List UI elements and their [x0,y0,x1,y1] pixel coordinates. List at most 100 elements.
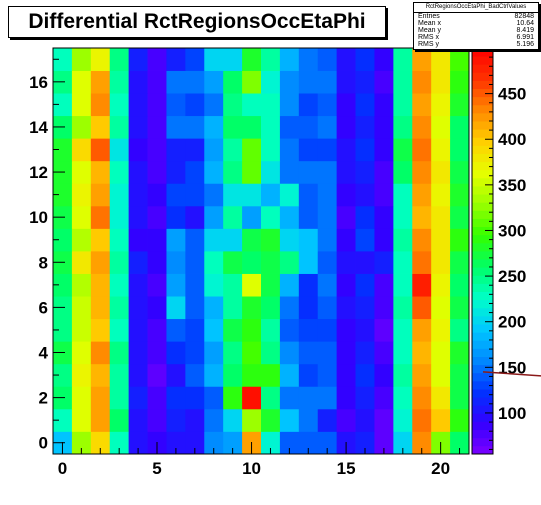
heatmap-cell [242,341,262,365]
stats-label: Mean y [418,27,441,34]
palette-band [472,291,493,301]
palette-band [472,80,493,89]
heatmap-cell [450,431,470,455]
heatmap-cell [412,318,432,342]
heatmap-cell [336,138,356,162]
heatmap-cell [53,48,73,71]
palette-band [472,332,493,341]
heatmap-cell [374,386,394,410]
heatmap-cell [317,296,338,320]
heatmap-cell [336,318,356,342]
stats-label: Mean x [418,20,441,27]
heatmap-cell [90,251,111,274]
heatmap-cell [355,183,375,207]
heatmap-cell [317,408,338,432]
heatmap-cell [412,138,432,162]
heatmap-cell [279,160,300,184]
heatmap-cell [279,318,300,342]
heatmap-cell [204,431,224,455]
heatmap-cell [336,296,356,320]
heatmap-cell [336,273,356,297]
heatmap-cell [128,431,148,455]
heatmap-cell [128,228,148,252]
palette-band [472,137,493,146]
stats-label: Entries [418,13,440,20]
heatmap-cell [71,318,92,342]
heatmap-cell [336,48,356,71]
stats-value: 10.64 [516,20,534,27]
palette-band [472,251,493,260]
heatmap-cell [431,363,451,387]
heatmap-cell [204,205,224,229]
heatmap-cell [147,115,167,139]
heatmap-cell [298,115,319,139]
color-tick-label: 100 [498,404,526,423]
heatmap-cell [147,386,167,410]
heatmap-cell [393,228,413,252]
palette-band [472,421,493,431]
heatmap-cell [109,251,130,274]
palette-band [472,161,493,171]
heatmap-cell [223,408,243,432]
heatmap-cell [393,318,413,342]
heatmap-cell [412,431,432,455]
heatmap-cell [450,115,470,139]
heatmap-cell [71,228,92,252]
heatmap-cell [393,115,413,139]
heatmap-cell [336,341,356,365]
heatmap-cell [355,341,375,365]
heatmap-cell [147,138,167,162]
heatmap-cell [317,386,338,410]
heatmap-cell [204,273,224,297]
heatmap-cell [393,341,413,365]
heatmap-cell [279,115,300,139]
heatmap-cell [166,408,186,432]
heatmap-cell [298,138,319,162]
heatmap-cell [355,273,375,297]
heatmap-cell [128,296,148,320]
heatmap-cell [261,115,281,139]
heatmap-cell [185,205,205,229]
heatmap-cell [109,341,130,365]
heatmap-cell [412,296,432,320]
heatmap-cell [242,93,262,117]
heatmap-cell [71,48,92,71]
heatmap-cell [71,431,92,455]
heatmap-cell [374,273,394,297]
heatmap-cell [90,160,111,184]
heatmap-cell [147,160,167,184]
heatmap-cell [109,431,130,455]
heatmap-cell [128,273,148,297]
heatmap-cell [147,296,167,320]
palette-band [472,56,493,65]
color-tick-label: 450 [498,85,526,104]
heatmap-cell [204,296,224,320]
heatmap-cell [412,408,432,432]
heatmap-cell [374,183,394,207]
heatmap-cell [393,363,413,387]
heatmap-cell [204,318,224,342]
heatmap-cell [431,251,451,274]
heatmap-cell [336,408,356,432]
stats-row: Entries 82848 [414,13,538,20]
heatmap-cell [109,296,130,320]
heatmap-cell [204,251,224,274]
heatmap-cell [279,296,300,320]
heatmap-cell [355,363,375,387]
heatmap-cell [204,70,224,94]
heatmap-cell [412,205,432,229]
heatmap-cell [90,431,111,455]
color-tick-label: 300 [498,221,526,240]
heatmap-cell [109,386,130,410]
palette-band [472,210,493,219]
heatmap-cell [185,183,205,207]
heatmap-cell [393,386,413,410]
heatmap-cell [166,363,186,387]
heatmap-cell [336,93,356,117]
heatmap-cell [90,318,111,342]
heatmap-cell [71,386,92,410]
heatmap-cell [166,183,186,207]
heatmap-cell [90,70,111,94]
heatmap-cell [166,251,186,274]
